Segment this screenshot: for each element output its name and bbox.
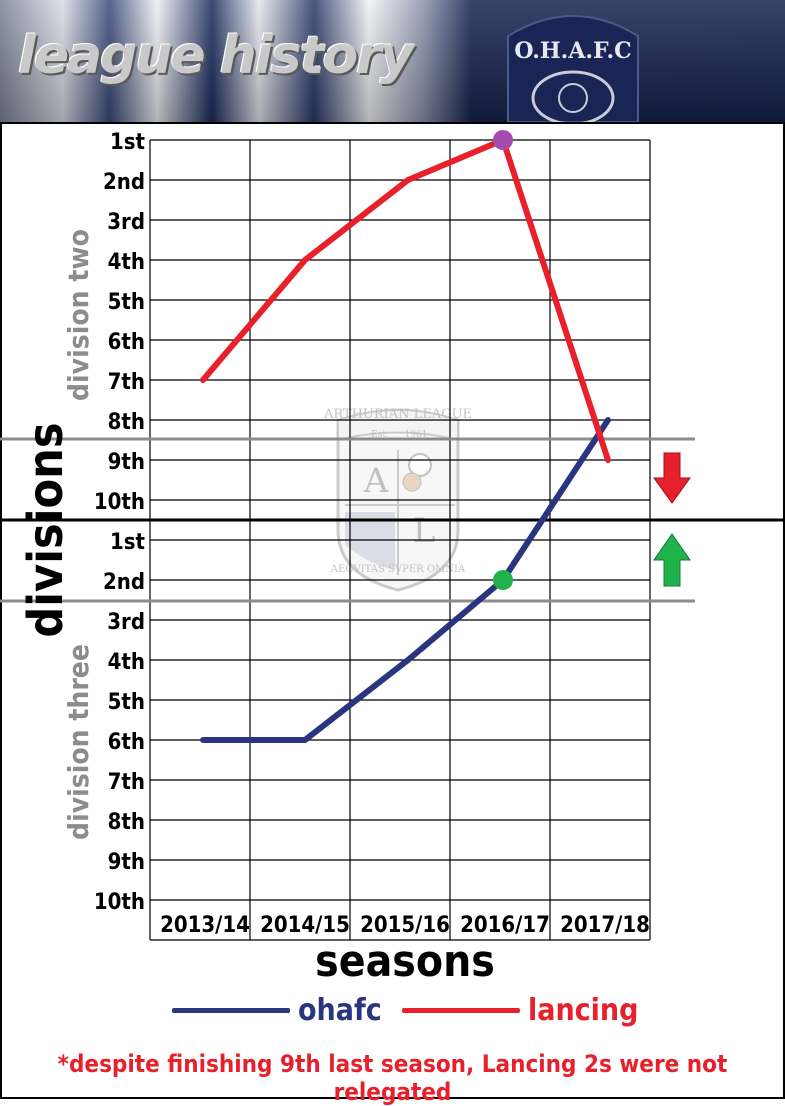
y-tick-label: 6th — [108, 730, 145, 755]
page-title: league history — [18, 26, 414, 86]
series-line-lancing — [200, 137, 611, 463]
chart-grid — [149, 139, 651, 941]
legend-lancing: lancing — [402, 990, 638, 1030]
x-tick-labels: 2013/14 2014/15 2015/16 2016/17 2017/18 — [160, 913, 650, 938]
division-three-label: division three — [62, 644, 95, 840]
series-lines — [200, 137, 611, 743]
y-tick-label: 1st — [110, 130, 146, 155]
footnote: *despite finishing 9th last season, Lanc… — [57, 1050, 728, 1106]
club-crest-icon: O.H.A.F.C — [507, 15, 639, 122]
division-two-label: division two — [62, 229, 95, 401]
x-tick-label: 2014/15 — [260, 913, 350, 938]
y-tick-label: 8th — [108, 410, 145, 435]
y-tick-label: 7th — [108, 370, 145, 395]
y-tick-label: 2nd — [103, 170, 145, 195]
y-tick-label: 10th — [94, 890, 145, 915]
banner-shade — [0, 0, 785, 122]
y-tick-label: 8th — [108, 810, 145, 835]
y-tick-label: 10th — [94, 490, 145, 515]
y-tick-label: 4th — [108, 650, 145, 675]
watermark-year-text: 1961 — [405, 430, 428, 440]
x-tick-label: 2015/16 — [360, 913, 450, 938]
y-tick-label: 4th — [108, 250, 145, 275]
y-tick-labels: 1st 2nd 3rd 4th 5th 6th 7th 8th 9th 10th 1st 2nd 3rd… — [94, 130, 146, 915]
division-separators — [0, 437, 785, 603]
legend-label-lancing: lancing — [528, 992, 639, 1028]
y-tick-label: 3rd — [107, 610, 145, 635]
watermark-bottom-text: AEQVITAS SVPER OMNIA — [330, 564, 466, 575]
y-tick-label: 5th — [108, 290, 145, 315]
green-up-arrow-icon — [653, 533, 691, 587]
legend-swatch-lancing — [402, 1007, 520, 1013]
y-tick-label: 5th — [108, 690, 145, 715]
watermark-est-text: Est. — [371, 430, 389, 440]
series-line-ohafc — [200, 417, 611, 743]
club-crest-label: O.H.A.F.C — [514, 38, 631, 64]
watermark-top-text: ARTHURIAN LEAGUE — [323, 407, 472, 422]
marker-ohafc — [493, 570, 513, 590]
legend-label-ohafc: ohafc — [298, 992, 382, 1028]
watermark-letter-a: A — [363, 461, 389, 501]
y-tick-label: 2nd — [103, 570, 145, 595]
y-tick-label: 9th — [108, 850, 145, 875]
y-tick-label: 6th — [108, 330, 145, 355]
x-axis-label: seasons — [315, 936, 495, 987]
x-tick-label: 2017/18 — [560, 913, 650, 938]
x-tick-label: 2016/17 — [460, 913, 550, 938]
y-tick-label: 9th — [108, 450, 145, 475]
watermark-letter-l: L — [413, 511, 436, 551]
red-down-arrow-icon — [653, 452, 691, 504]
y-axis-label: divisions — [18, 422, 74, 637]
highlight-markers — [493, 130, 513, 590]
legend-swatch-ohafc — [172, 1007, 290, 1013]
x-tick-label: 2013/14 — [160, 913, 250, 938]
header-banner: league history O.H.A.F.C — [0, 0, 785, 122]
legend-ohafc: ohafc — [172, 990, 382, 1030]
y-tick-label: 1st — [110, 530, 146, 555]
y-tick-label: 3rd — [107, 210, 145, 235]
y-tick-label: 7th — [108, 770, 145, 795]
marker-lancing — [493, 130, 513, 150]
chart-frame — [0, 122, 785, 1099]
